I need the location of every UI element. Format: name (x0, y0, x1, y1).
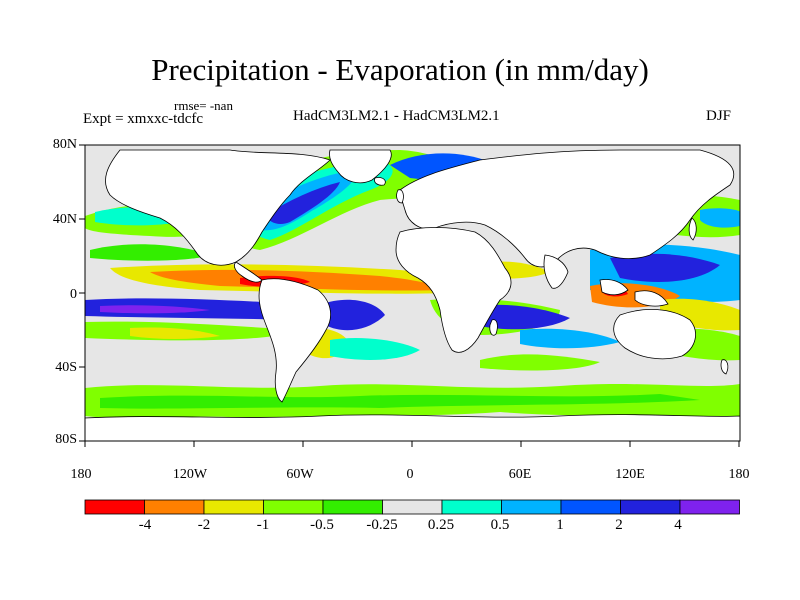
iceland (374, 177, 386, 186)
colorbar-label-1: -4 (138, 517, 152, 533)
map-title: Precipitation - Evaporation (in mm/day) (151, 52, 649, 87)
south-atlantic-cyan (330, 338, 420, 360)
antarctica (85, 414, 740, 441)
colorbar-swatch (263, 499, 324, 515)
colorbar-label-3: -1 (256, 517, 270, 533)
south-america (258, 278, 331, 403)
axis-ticks (79, 144, 740, 447)
colorbar-swatch (322, 499, 383, 515)
lon-label-60w: 60W (286, 467, 314, 482)
north-america (105, 149, 331, 266)
colorbar-label-2: -2 (197, 517, 211, 533)
colorbar-swatch (382, 499, 443, 515)
lon-label-180w: 180 (70, 467, 92, 482)
lat-label-40s: 40S (55, 360, 77, 375)
land-masses (85, 149, 740, 441)
nw-pacific-blue (700, 208, 740, 228)
pacific-subtropics-green (90, 244, 210, 261)
south-pacific-yellow (130, 327, 220, 339)
madagascar (489, 319, 498, 336)
lon-label-120w: 120W (172, 467, 208, 482)
model-label: HadCM3LM2.1 - HadCM3LM2.1 (293, 108, 500, 124)
australia (613, 309, 696, 360)
lon-label-60e: 60E (508, 467, 532, 482)
rmse-label: rmse= -nan (174, 98, 233, 113)
british-isles (396, 189, 404, 204)
lon-label-0: 0 (406, 467, 414, 482)
south-atlantic-blue (320, 299, 385, 331)
colorbar-swatch (679, 499, 740, 515)
india (543, 254, 569, 289)
lat-label-80n: 80N (52, 137, 77, 152)
north-atlantic-darkblue (265, 182, 340, 224)
south-indian-lightblue (520, 328, 620, 349)
colorbar-label-9: 2 (615, 517, 623, 533)
borneo (599, 279, 629, 296)
south-indian-band (480, 354, 600, 371)
lat-label-0: 0 (70, 287, 77, 302)
southern-ocean-core (100, 394, 700, 409)
africa (395, 227, 512, 353)
lat-label-40n: 40N (52, 212, 77, 227)
season-label: DJF (706, 108, 732, 124)
colorbar-label-4: -0.5 (310, 517, 334, 533)
new-guinea (634, 290, 669, 307)
lat-label-80s: 80S (55, 432, 77, 447)
colorbar-label-5: -0.25 (366, 517, 398, 533)
central-america (234, 261, 263, 283)
map-plot-area (85, 145, 740, 441)
colorbar-swatch (84, 499, 145, 515)
colorbar-swatch (560, 499, 621, 515)
colorbar-swatch (620, 499, 681, 515)
japan (688, 217, 697, 241)
colorbar (84, 499, 740, 515)
colorbar-swatch (144, 499, 205, 515)
colorbar-swatch (501, 499, 562, 515)
colorbar-label-8: 1 (556, 517, 564, 533)
colorbar-label-6: 0.25 (427, 517, 455, 533)
west-pacific-darkblue (610, 253, 720, 282)
greenland (329, 149, 392, 184)
lon-label-120e: 120E (615, 467, 645, 482)
new-zealand (720, 359, 729, 375)
colorbar-label-10: 4 (674, 517, 682, 533)
lon-label-180e: 180 (728, 467, 750, 482)
colorbar-label-7: 0.5 (490, 517, 510, 533)
experiment-label: Expt = xmxxc-tdcfc (83, 111, 204, 127)
colorbar-swatch (203, 499, 264, 515)
south-pacific-purple (100, 305, 210, 314)
colorbar-swatch (441, 499, 502, 515)
